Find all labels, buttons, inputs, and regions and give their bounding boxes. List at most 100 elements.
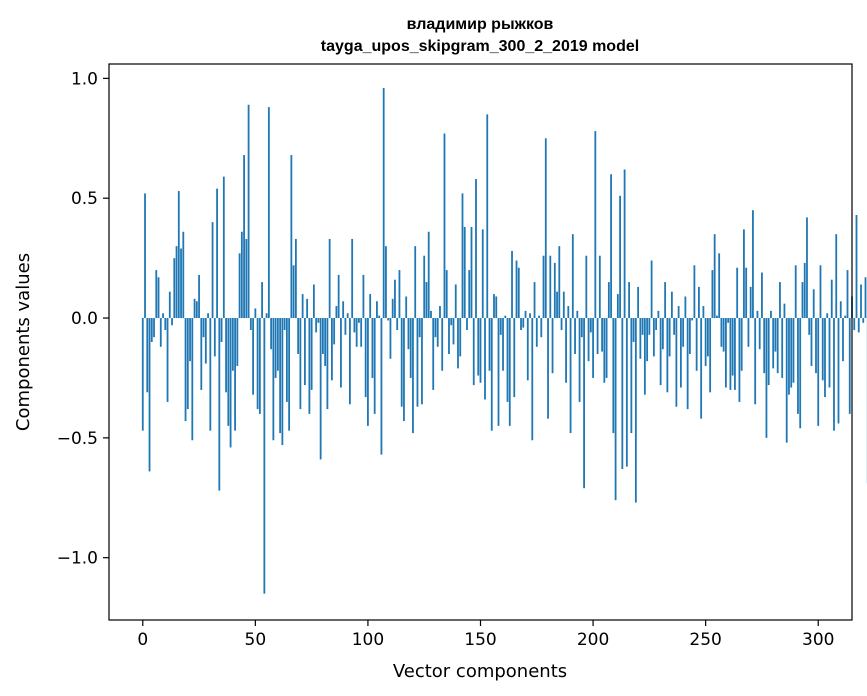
bar-component-144	[466, 318, 468, 331]
bar-component-94	[353, 318, 356, 333]
bar-component-6	[155, 270, 158, 319]
bar-component-50	[254, 308, 257, 319]
bar-component-85	[333, 318, 336, 345]
bar-component-307	[833, 318, 835, 431]
bar-component-124	[421, 318, 423, 405]
bar-component-268	[745, 267, 748, 319]
bar-component-101	[369, 294, 372, 319]
bar-component-259	[725, 318, 727, 388]
bar-component-63	[283, 318, 286, 331]
bar-component-209	[612, 318, 615, 434]
bar-component-40	[231, 318, 234, 371]
bar-component-115	[400, 318, 403, 407]
bar-component-36	[222, 176, 225, 319]
bar-component-154	[488, 318, 491, 371]
chart-title-line1: владимир рыжков	[407, 16, 554, 33]
bar-component-248	[700, 318, 703, 419]
bar-component-97	[360, 318, 363, 347]
bar-component-71	[301, 294, 304, 319]
bar-component-193	[576, 310, 579, 319]
bar-component-102	[371, 318, 374, 378]
bar-component-112	[394, 279, 396, 319]
bar-component-5	[153, 318, 155, 338]
bar-component-142	[461, 193, 464, 319]
bar-component-168	[520, 318, 522, 331]
bar-component-220	[637, 286, 640, 319]
bar-component-284	[781, 318, 784, 378]
bar-component-316	[853, 318, 856, 331]
bar-component-79	[319, 318, 322, 460]
bar-component-23	[193, 298, 196, 319]
bar-component-180	[547, 318, 549, 419]
bar-component-240	[682, 318, 685, 347]
bar-component-183	[553, 262, 556, 319]
bar-component-181	[549, 255, 552, 319]
bar-component-289	[792, 318, 795, 383]
bar-component-276	[763, 318, 766, 374]
bar-component-249	[702, 306, 705, 319]
bar-component-103	[373, 318, 376, 414]
bar-component-303	[824, 318, 826, 398]
bar-component-57	[270, 318, 273, 350]
bar-component-202	[596, 318, 599, 354]
bar-component-148	[475, 179, 477, 319]
bar-component-149	[477, 318, 480, 376]
bar-component-211	[616, 294, 619, 319]
bar-component-48	[249, 318, 252, 331]
bar-component-296	[808, 318, 811, 335]
bar-component-158	[497, 318, 500, 426]
bar-component-255	[716, 315, 718, 319]
bar-component-12	[168, 291, 171, 319]
bar-component-123	[418, 318, 421, 338]
bar-component-275	[761, 272, 763, 319]
bar-component-171	[526, 318, 529, 381]
bar-component-188	[565, 318, 567, 383]
bar-component-138	[452, 318, 455, 345]
bar-component-125	[423, 255, 426, 319]
bar-component-73	[306, 298, 309, 319]
bar-component-47	[247, 104, 250, 319]
bar-component-245	[693, 265, 696, 319]
bar-component-291	[797, 318, 799, 414]
bar-component-10	[164, 318, 167, 331]
bar-component-42	[236, 318, 239, 366]
bar-component-226	[650, 260, 653, 319]
bar-component-271	[752, 210, 754, 319]
bar-component-128	[430, 310, 432, 319]
y-axis-label: Components values	[13, 253, 34, 431]
x-tick-label: 50	[245, 630, 267, 650]
x-tick-label: 300	[802, 630, 834, 650]
bar-component-225	[648, 318, 651, 335]
bar-component-26	[200, 318, 203, 390]
bar-component-21	[189, 318, 191, 362]
bar-component-283	[779, 282, 781, 319]
bar-component-246	[695, 318, 698, 371]
bar-component-108	[385, 246, 387, 319]
bar-component-251	[707, 318, 709, 357]
bar-component-161	[504, 315, 507, 319]
bar-component-185	[558, 246, 561, 319]
bar-component-260	[727, 318, 730, 323]
bar-component-78	[317, 318, 320, 323]
y-tick-label: −0.5	[57, 429, 98, 449]
bar-component-56	[267, 107, 270, 319]
x-axis-label: Vector components	[393, 661, 567, 682]
bar-component-214	[623, 169, 626, 319]
bar-component-192	[574, 318, 576, 354]
bar-component-279	[770, 310, 772, 319]
bar-component-242	[686, 318, 689, 410]
bar-component-229	[657, 310, 660, 319]
bar-component-232	[664, 282, 667, 319]
bar-component-267	[743, 229, 745, 319]
bar-component-191	[571, 234, 574, 319]
bar-component-13	[171, 318, 173, 326]
bar-component-197	[585, 255, 588, 319]
bar-component-250	[704, 318, 707, 366]
bar-component-27	[202, 318, 205, 338]
bar-component-187	[562, 291, 565, 319]
bar-component-287	[788, 318, 790, 395]
bar-component-134	[443, 133, 446, 319]
bar-component-74	[308, 318, 311, 414]
bar-component-140	[457, 318, 459, 369]
